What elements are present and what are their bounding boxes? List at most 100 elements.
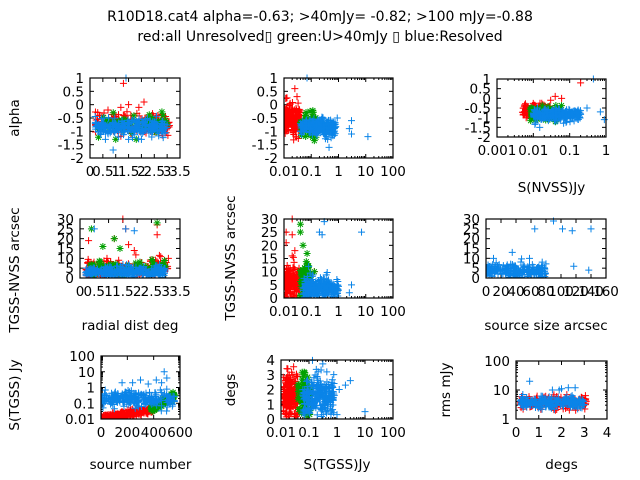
point-green-x — [159, 108, 165, 115]
point-blue — [98, 268, 106, 276]
x-axis-label: source size arcsec — [484, 318, 607, 334]
series-blue — [82, 225, 169, 278]
point-blue — [322, 118, 330, 126]
point-red — [558, 94, 566, 102]
point-red — [289, 253, 297, 261]
point-blue — [512, 263, 520, 271]
plot-frame — [100, 355, 181, 420]
point-blue — [535, 269, 543, 277]
y-tick-label: -1 — [71, 124, 84, 140]
point-blue — [345, 289, 353, 297]
point-red — [284, 119, 292, 127]
point-blue — [124, 118, 132, 126]
x-tick-label: 10 — [357, 304, 374, 320]
point-blue — [334, 282, 342, 290]
x-tick-label: 100 — [380, 164, 406, 180]
point-red — [142, 409, 150, 417]
point-green-x — [311, 137, 318, 144]
point-blue — [345, 125, 353, 133]
y-tick-label: 30 — [261, 212, 278, 228]
point-red — [282, 413, 290, 419]
point-red — [288, 231, 296, 239]
point-blue — [324, 282, 332, 290]
y-tick-label: 15 — [57, 242, 74, 258]
point-green-x — [307, 108, 313, 115]
x-tick-label: 1.5 — [118, 164, 139, 180]
point-blue — [136, 125, 144, 133]
point-blue — [486, 269, 492, 277]
y-tick-label: 10 — [261, 265, 278, 281]
point-blue — [129, 393, 137, 401]
y-tick-label: -1 — [478, 111, 491, 127]
series-red — [101, 403, 158, 419]
point-blue — [503, 268, 511, 276]
point-blue — [145, 129, 153, 137]
point-red — [118, 411, 126, 419]
x-tick-label: 0 — [86, 164, 95, 180]
y-tick-label: 0 — [471, 271, 480, 287]
point-red — [291, 114, 299, 122]
point-red — [293, 282, 301, 290]
y-tick-label: 20 — [463, 232, 480, 248]
point-blue — [568, 227, 576, 235]
point-blue — [110, 270, 118, 278]
x-tick-label: 3 — [163, 164, 172, 180]
point-blue — [308, 117, 316, 125]
point-blue — [137, 376, 144, 384]
y-tick-label: -2 — [265, 151, 278, 167]
plot-frame — [485, 218, 607, 279]
y-tick-label: 1 — [266, 397, 275, 413]
y-tick-label: 2 — [266, 383, 275, 399]
point-red — [94, 109, 102, 117]
point-red — [290, 293, 298, 298]
y-tick-label: 1 — [86, 381, 95, 397]
point-red — [282, 399, 290, 407]
point-red — [291, 275, 299, 283]
series-blue — [101, 368, 178, 415]
point-blue — [325, 143, 333, 151]
point-green-x — [117, 245, 123, 252]
point-blue — [333, 114, 341, 122]
plot-frame — [283, 77, 394, 159]
point-blue — [328, 284, 336, 292]
point-red — [291, 285, 299, 293]
point-blue — [507, 267, 515, 275]
point-blue — [119, 122, 127, 130]
x-tick-label: 60 — [522, 284, 539, 300]
subplot-alpha-vs-stgss: 0.01 0.1 1 10 100-2-1.5-1-0.500.51 — [252, 71, 406, 180]
point-red — [135, 410, 143, 418]
point-blue — [300, 274, 308, 282]
point-blue — [134, 403, 142, 411]
point-blue — [502, 267, 510, 275]
x-axis-label: S(NVSS)Jy — [518, 180, 586, 196]
point-blue — [518, 255, 526, 263]
point-blue — [125, 262, 133, 270]
point-blue — [328, 127, 336, 135]
y-tick-label: 100 — [69, 349, 95, 365]
point-blue — [538, 272, 546, 278]
y-tick-label: 0.1 — [74, 396, 95, 412]
point-blue — [142, 116, 150, 124]
point-red — [123, 108, 131, 116]
point-blue — [348, 130, 356, 138]
point-red — [132, 251, 140, 259]
point-red — [103, 254, 111, 262]
point-blue — [92, 125, 100, 133]
point-blue — [544, 117, 552, 125]
point-red — [124, 406, 132, 414]
x-tick-label: 2.5 — [144, 164, 165, 180]
point-blue — [112, 393, 120, 401]
y-tick-label: 0 — [65, 271, 74, 287]
point-red — [85, 237, 93, 245]
point-blue — [565, 105, 573, 113]
point-blue — [587, 225, 595, 233]
x-tick-label: 1 — [104, 284, 113, 300]
point-red — [289, 403, 297, 411]
point-green-x — [527, 117, 534, 124]
x-tick-label: 3.5 — [169, 164, 190, 180]
point-blue — [486, 263, 493, 271]
point-red — [281, 401, 289, 409]
point-blue — [129, 379, 137, 387]
